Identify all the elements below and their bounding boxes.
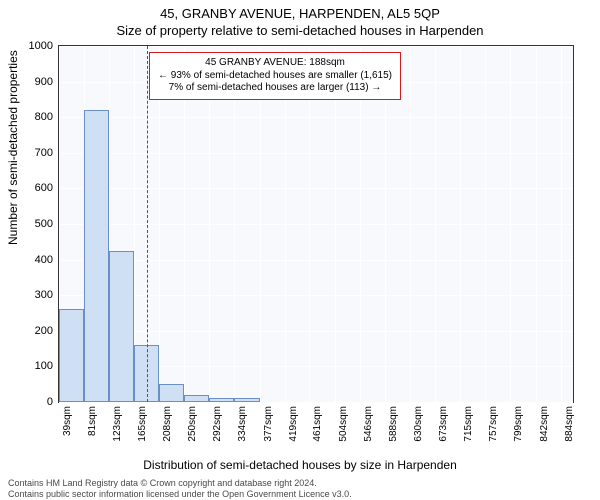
gridline-h bbox=[59, 188, 573, 189]
gridline-h bbox=[59, 224, 573, 225]
x-tick-label: 208sqm bbox=[162, 406, 173, 442]
chart-title-main: 45, GRANBY AVENUE, HARPENDEN, AL5 5QP bbox=[0, 0, 600, 21]
y-tick-label: 100 bbox=[35, 360, 53, 372]
x-tick-label: 715sqm bbox=[463, 406, 474, 442]
x-tick-label: 673sqm bbox=[438, 406, 449, 442]
x-tick-label: 842sqm bbox=[539, 406, 550, 442]
histogram-bar bbox=[159, 384, 184, 402]
x-tick-label: 461sqm bbox=[312, 406, 323, 442]
histogram-bar bbox=[109, 251, 134, 402]
footer-line-1: Contains HM Land Registry data © Crown c… bbox=[8, 478, 592, 488]
x-tick-label: 39sqm bbox=[62, 406, 73, 436]
chart-container: 45, GRANBY AVENUE, HARPENDEN, AL5 5QP Si… bbox=[0, 0, 600, 500]
gridline-h bbox=[59, 295, 573, 296]
annotation-line-1: 45 GRANBY AVENUE: 188sqm bbox=[158, 57, 392, 70]
x-tick-label: 377sqm bbox=[263, 406, 274, 442]
x-tick-label: 588sqm bbox=[388, 406, 399, 442]
y-tick-label: 500 bbox=[35, 218, 53, 230]
histogram-bar bbox=[209, 398, 234, 402]
gridline-v bbox=[510, 46, 511, 402]
annotation-line-3: 7% of semi-detached houses are larger (1… bbox=[158, 82, 392, 95]
histogram-bar bbox=[184, 395, 209, 402]
x-tick-label: 81sqm bbox=[87, 406, 98, 436]
y-tick-label: 900 bbox=[35, 76, 53, 88]
x-tick-label: 799sqm bbox=[513, 406, 524, 442]
gridline-v bbox=[561, 46, 562, 402]
y-tick-label: 300 bbox=[35, 289, 53, 301]
gridline-v bbox=[485, 46, 486, 402]
footer-line-2: Contains public sector information licen… bbox=[8, 489, 592, 499]
gridline-h bbox=[59, 117, 573, 118]
gridline-v bbox=[435, 46, 436, 402]
gridline-h bbox=[59, 331, 573, 332]
annotation-box: 45 GRANBY AVENUE: 188sqm ← 93% of semi-d… bbox=[149, 52, 401, 100]
annotation-line-2: ← 93% of semi-detached houses are smalle… bbox=[158, 70, 392, 83]
gridline-h bbox=[59, 46, 573, 47]
x-tick-label: 504sqm bbox=[338, 406, 349, 442]
gridline-h bbox=[59, 153, 573, 154]
x-tick-label: 419sqm bbox=[288, 406, 299, 442]
histogram-bar bbox=[84, 110, 109, 402]
chart-title-sub: Size of property relative to semi-detach… bbox=[0, 21, 600, 38]
gridline-h bbox=[59, 260, 573, 261]
plot-area: 0100200300400500600700800900100039sqm81s… bbox=[58, 45, 574, 403]
x-tick-label: 757sqm bbox=[488, 406, 499, 442]
y-tick-label: 400 bbox=[35, 254, 53, 266]
gridline-v bbox=[410, 46, 411, 402]
x-tick-label: 292sqm bbox=[212, 406, 223, 442]
y-tick-label: 0 bbox=[47, 396, 53, 408]
gridline-h bbox=[59, 402, 573, 403]
y-axis-label: Number of semi-detached properties bbox=[6, 50, 20, 245]
y-tick-label: 700 bbox=[35, 147, 53, 159]
x-tick-label: 630sqm bbox=[413, 406, 424, 442]
histogram-bar bbox=[234, 398, 260, 402]
histogram-bar bbox=[59, 309, 84, 402]
x-tick-label: 884sqm bbox=[564, 406, 575, 442]
x-tick-label: 334sqm bbox=[237, 406, 248, 442]
x-tick-label: 546sqm bbox=[363, 406, 374, 442]
y-tick-label: 800 bbox=[35, 111, 53, 123]
y-tick-label: 200 bbox=[35, 325, 53, 337]
x-tick-label: 165sqm bbox=[137, 406, 148, 442]
gridline-v bbox=[536, 46, 537, 402]
x-tick-label: 123sqm bbox=[112, 406, 123, 442]
y-tick-label: 1000 bbox=[29, 40, 53, 52]
y-tick-label: 600 bbox=[35, 182, 53, 194]
x-axis-label: Distribution of semi-detached houses by … bbox=[0, 458, 600, 472]
x-tick-label: 250sqm bbox=[187, 406, 198, 442]
gridline-v bbox=[460, 46, 461, 402]
